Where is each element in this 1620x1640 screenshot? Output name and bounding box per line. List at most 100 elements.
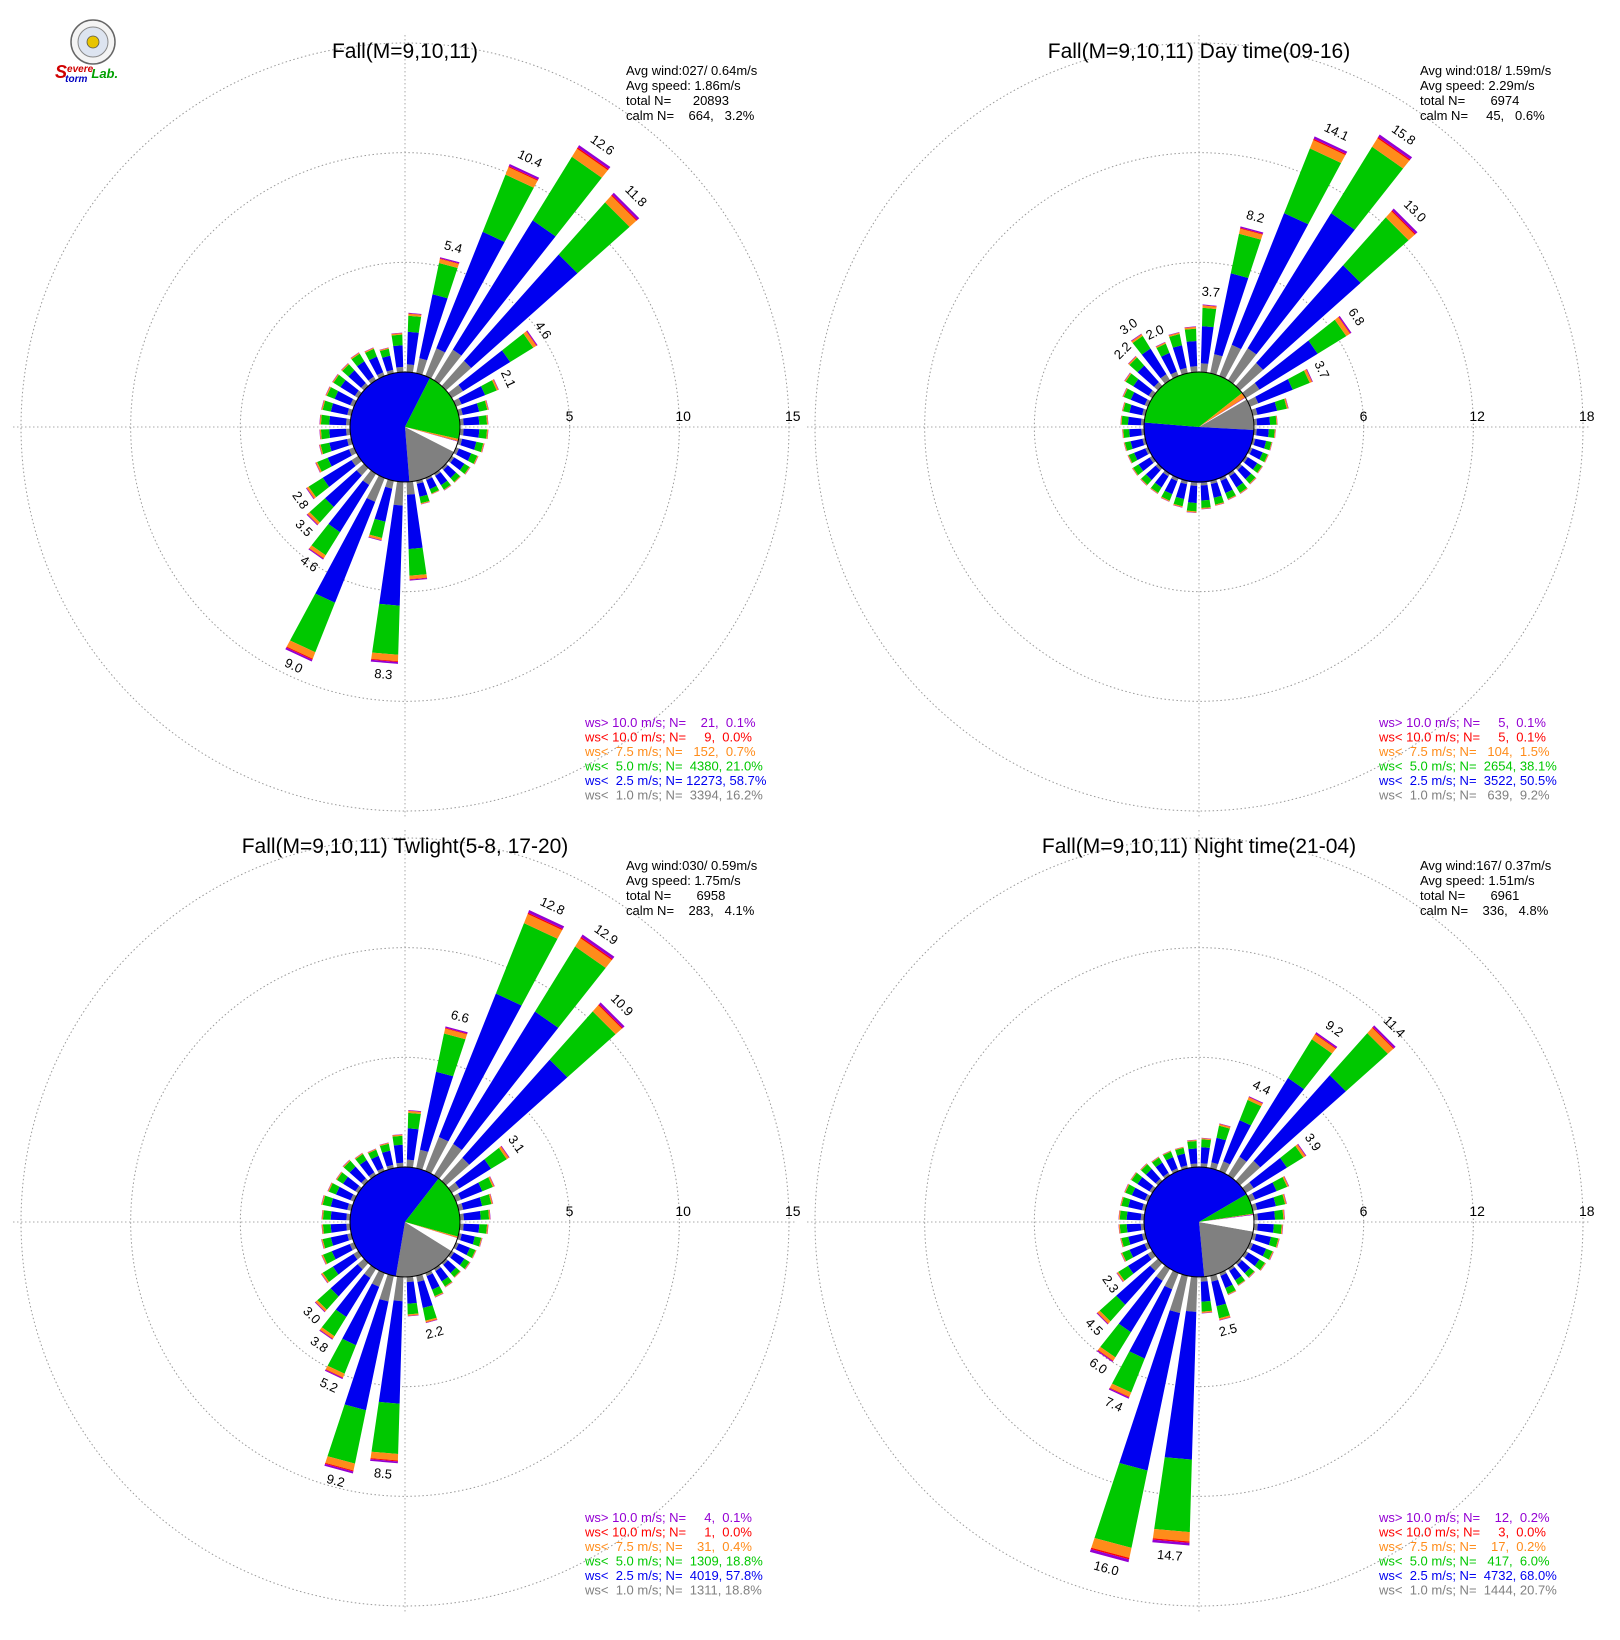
bar-segment bbox=[1249, 448, 1263, 460]
bar-segment bbox=[1123, 429, 1130, 438]
bar-segment bbox=[465, 1262, 471, 1270]
bar-segment bbox=[409, 574, 427, 580]
bar-segment bbox=[481, 380, 497, 396]
bar-value-label: 9.0 bbox=[282, 655, 305, 676]
bar-segment bbox=[1229, 472, 1244, 488]
pie-slice bbox=[1144, 371, 1243, 427]
bar-segment bbox=[1338, 315, 1352, 334]
bar-segment bbox=[444, 485, 452, 491]
bar-segment bbox=[1240, 226, 1264, 234]
bar-segment bbox=[1137, 1177, 1154, 1192]
radial-tick-label: 12 bbox=[1469, 408, 1485, 424]
bar-segment bbox=[455, 1159, 492, 1189]
bar-segment bbox=[1228, 1291, 1237, 1296]
bar-segment bbox=[445, 1282, 453, 1288]
bar-segment bbox=[391, 333, 403, 335]
bar-segment bbox=[1238, 1280, 1246, 1286]
bar-segment bbox=[441, 1258, 448, 1265]
direction-bar bbox=[1210, 479, 1225, 506]
bar-segment bbox=[1211, 1279, 1226, 1307]
bar-segment bbox=[1200, 485, 1210, 501]
bar-segment bbox=[1173, 503, 1183, 508]
bar-segment bbox=[1259, 1262, 1266, 1271]
bar-segment bbox=[349, 1242, 357, 1251]
bar-segment bbox=[1171, 475, 1179, 482]
bar-segment bbox=[425, 348, 446, 379]
legend-entry: ws< 1.0 m/s; N= 3394, 16.2% bbox=[584, 788, 763, 803]
direction-bar bbox=[441, 463, 461, 483]
direction-bar bbox=[1235, 1025, 1396, 1186]
bar-segment bbox=[335, 1186, 354, 1201]
bar-segment bbox=[341, 363, 349, 371]
bar-segment bbox=[368, 1172, 377, 1179]
bar-value-label: 2.1 bbox=[498, 367, 519, 390]
bar-segment bbox=[500, 1146, 510, 1158]
bar-segment bbox=[1227, 1156, 1247, 1179]
bar-segment bbox=[1130, 392, 1148, 406]
bar-segment bbox=[1201, 1139, 1211, 1148]
bar-segment bbox=[354, 390, 362, 399]
bar-segment bbox=[322, 1224, 324, 1234]
bar-segment bbox=[320, 414, 330, 425]
bar-segment bbox=[1219, 1317, 1231, 1321]
bar-segment bbox=[1112, 1351, 1145, 1393]
bar-segment bbox=[335, 1273, 371, 1317]
bar-segment bbox=[1391, 210, 1416, 235]
bar-segment bbox=[407, 1112, 421, 1130]
bar-segment bbox=[307, 512, 320, 525]
bar-segment bbox=[356, 463, 369, 476]
bar-segment bbox=[1140, 478, 1148, 486]
bar-segment bbox=[459, 463, 470, 474]
direction-bar bbox=[1235, 208, 1418, 391]
bar-segment bbox=[321, 1255, 327, 1265]
bar-segment bbox=[1274, 1209, 1284, 1220]
bar-segment bbox=[1187, 1139, 1197, 1141]
direction-bar bbox=[1116, 1250, 1156, 1283]
bar-segment bbox=[1372, 138, 1410, 169]
bar-segment bbox=[1141, 474, 1152, 485]
stat-avg-wind: Avg wind:027/ 0.64m/s bbox=[626, 63, 758, 78]
bar-segment bbox=[1140, 479, 1147, 486]
legend-entry: ws< 5.0 m/s; N= 2654, 38.1% bbox=[1378, 759, 1557, 774]
bar-segment bbox=[433, 470, 441, 476]
direction-bar bbox=[354, 1152, 377, 1179]
bar-segment bbox=[370, 1459, 398, 1464]
bar-value-label: 3.1 bbox=[505, 1132, 528, 1155]
direction-bar bbox=[327, 1182, 357, 1202]
bar-segment bbox=[492, 379, 499, 391]
direction-bar bbox=[441, 1258, 461, 1278]
bar-value-label: 14.1 bbox=[1322, 120, 1351, 144]
bar-segment bbox=[1127, 455, 1133, 464]
bar-segment bbox=[1249, 477, 1257, 485]
bar-value-label: 3.7 bbox=[1311, 358, 1332, 381]
bar-segment bbox=[1097, 1349, 1114, 1362]
bar-segment bbox=[1127, 455, 1132, 464]
bar-segment bbox=[1240, 227, 1263, 235]
bar-segment bbox=[1120, 1238, 1123, 1248]
bar-segment bbox=[1295, 1144, 1306, 1158]
bar-segment bbox=[321, 1272, 330, 1283]
bar-segment bbox=[1256, 428, 1269, 438]
direction-bar bbox=[1253, 415, 1278, 426]
bar-segment bbox=[439, 258, 459, 268]
bar-segment bbox=[1187, 1140, 1197, 1142]
bar-segment bbox=[321, 1239, 324, 1249]
panel-title: Fall(M=9,10,11) Twlight(5-8, 17-20) bbox=[242, 835, 569, 858]
bar-segment bbox=[342, 1283, 380, 1346]
bar-segment bbox=[392, 1135, 403, 1146]
bar-segment bbox=[429, 485, 439, 494]
bar-segment bbox=[393, 481, 404, 506]
bar-segment bbox=[328, 1183, 340, 1195]
bar-segment bbox=[371, 1155, 384, 1171]
bar-segment bbox=[464, 254, 578, 368]
bar-segment bbox=[1188, 1148, 1198, 1164]
bar-segment bbox=[319, 429, 322, 440]
bar-segment bbox=[1201, 1301, 1212, 1312]
direction-bar bbox=[1168, 332, 1188, 375]
bar-segment bbox=[319, 429, 321, 440]
bar-segment bbox=[1120, 1196, 1124, 1206]
bar-segment bbox=[1237, 465, 1252, 480]
bar-segment bbox=[1240, 488, 1248, 494]
direction-bar bbox=[457, 1233, 483, 1247]
pie-slice bbox=[1199, 399, 1254, 430]
